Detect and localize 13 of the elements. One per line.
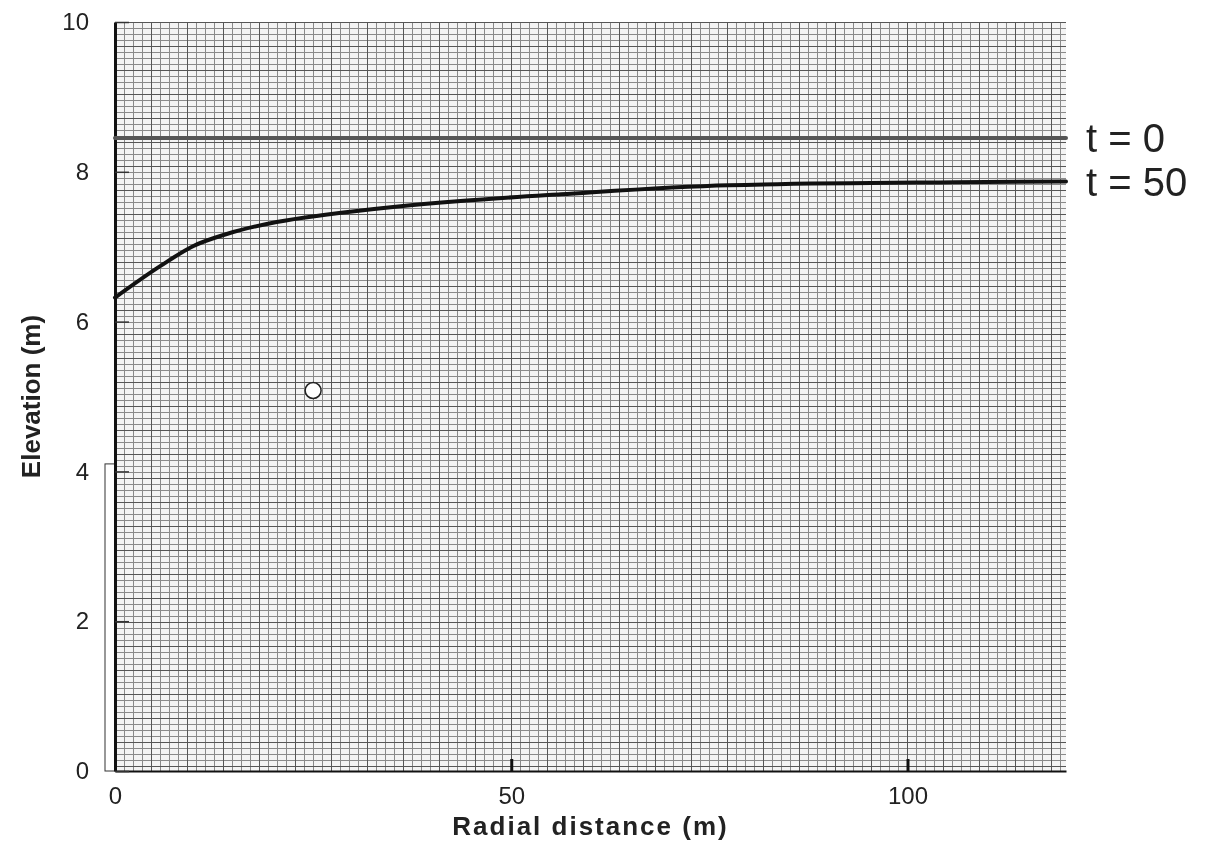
y-tick-label: 6 bbox=[75, 307, 89, 335]
y-tick-label: 0 bbox=[75, 757, 89, 785]
x-tick-label: 100 bbox=[887, 782, 929, 810]
series-label: t = 50 bbox=[1086, 159, 1188, 204]
x-tick-label: 0 bbox=[108, 782, 123, 810]
x-axis-title: Radial distance (m) bbox=[452, 811, 729, 841]
y-tick-label: 10 bbox=[62, 8, 89, 36]
series-label: t = 0 bbox=[1086, 116, 1165, 161]
y-tick-label: 2 bbox=[75, 607, 89, 635]
y-axis-title: Elevation (m) bbox=[16, 314, 46, 479]
y-tick-label: 8 bbox=[75, 157, 89, 185]
y-tick-label: 4 bbox=[75, 457, 89, 485]
x-tick-label: 50 bbox=[498, 782, 526, 810]
